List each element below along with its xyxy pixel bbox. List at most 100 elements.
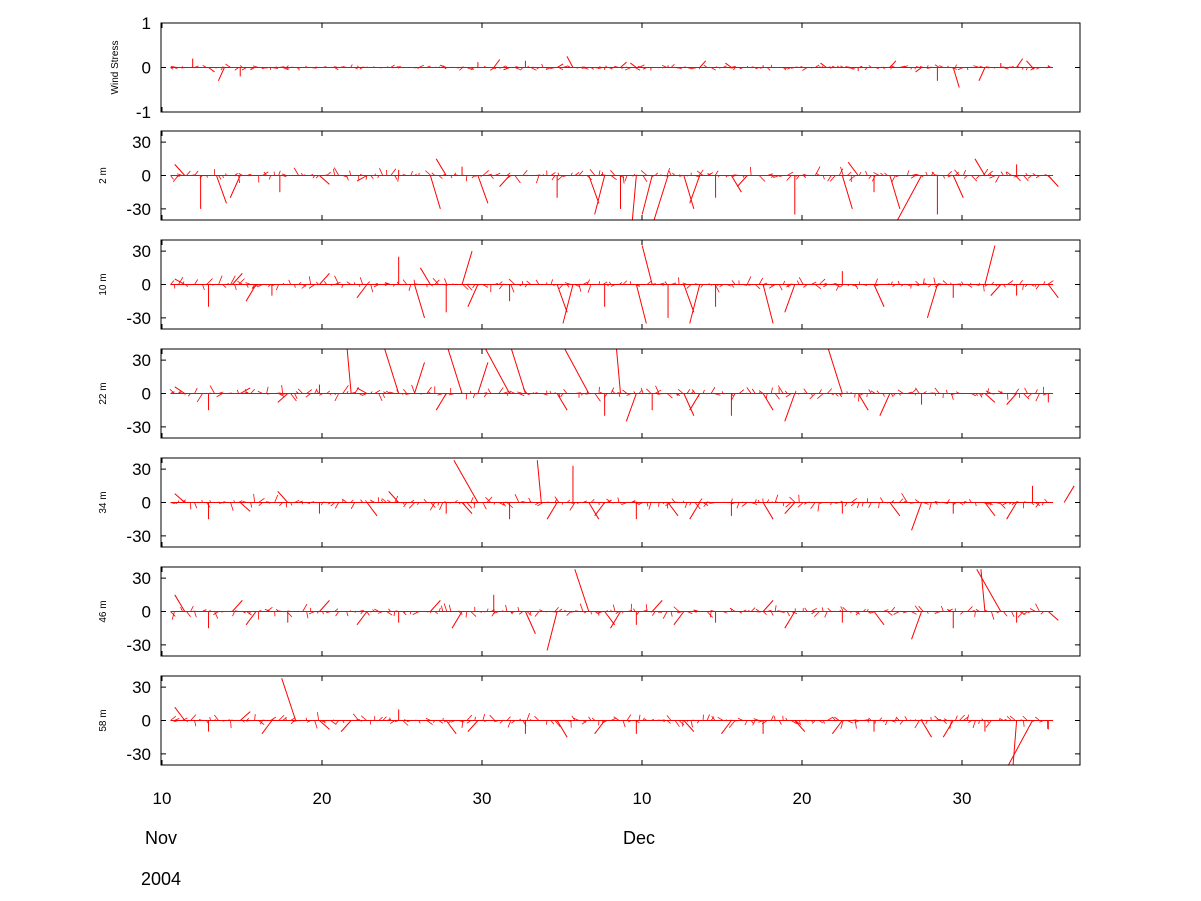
data-stick [620,61,627,68]
vector-stick [840,720,844,729]
vector-stick [194,387,198,394]
vector-stick [851,498,858,503]
vector-stick [253,493,255,503]
y-tick-label: -30 [126,527,151,546]
data-stick [451,611,463,629]
vector-stick [186,170,191,176]
vector-stick [535,279,540,285]
data-stick [610,611,621,629]
vector-stick [275,284,279,291]
vector-stick [558,393,561,398]
vector-stick [665,502,672,507]
data-stick [673,611,685,626]
vector-stick [786,171,794,176]
data-stick [1047,611,1059,621]
vector-stick [1027,393,1032,398]
data-stick [562,284,574,324]
vector-stick [263,171,267,176]
data-stick [277,491,289,503]
data-stick [635,284,647,324]
data-stick [594,502,606,517]
vector-stick [502,502,506,507]
vector-stick [662,611,668,619]
data-stick [414,284,425,319]
data-stick [683,393,695,416]
data-stick [847,161,859,176]
data-stick [699,60,707,68]
vector-stick [728,720,736,728]
vector-stick [746,387,752,394]
vector-stick [670,611,673,617]
vector-stick [873,172,880,176]
data-stick [245,611,257,626]
vector-stick [785,502,792,508]
vector-stick [473,502,476,509]
vector-stick [1035,502,1040,506]
vector-stick [954,169,960,176]
vector-stick [566,611,572,616]
vector-stick [294,284,296,288]
data-stick [174,386,186,394]
data-stick [477,362,489,394]
vector-stick [610,170,616,176]
vector-stick [1035,502,1040,508]
vector-stick [674,720,680,727]
vector-stick [754,284,761,290]
vector-stick [630,603,633,612]
vector-stick [579,603,584,612]
vector-stick [770,715,774,721]
data-stick [631,175,637,220]
vector-stick [259,720,263,725]
vector-stick [730,393,736,401]
data-stick [174,706,186,721]
vector-stick [678,720,685,726]
vector-stick [335,611,340,617]
vector-stick [622,720,626,728]
vector-stick [444,278,448,285]
vector-stick [170,175,174,180]
vector-stick [507,720,512,728]
vector-stick [790,720,797,725]
vector-stick [510,284,515,293]
vector-stick [232,611,235,617]
y-tick-label: 30 [132,242,151,261]
vector-stick [976,175,980,179]
data-stick [229,175,241,198]
data-stick [911,502,923,531]
vector-stick [470,611,477,617]
vector-stick [826,388,833,394]
vector-stick [590,498,595,503]
data-stick [208,67,215,73]
vector-stick [822,720,825,724]
data-stick [366,502,378,517]
data-stick [564,349,590,394]
vector-stick [230,502,234,511]
x-tick-label: 30 [473,789,492,808]
vector-stick [487,388,492,394]
vector-stick [237,280,243,285]
vector-stick [194,279,199,285]
stick-series [170,56,1051,88]
data-stick [239,387,251,394]
vector-stick [278,715,285,721]
vector-stick [466,714,473,721]
vector-stick [426,386,432,394]
vector-stick [638,714,641,721]
vector-stick [359,277,364,285]
vector-stick [978,720,980,725]
data-stick [978,67,986,82]
vector-stick [794,720,802,726]
vector-stick [744,720,748,726]
vector-stick [814,284,822,290]
vector-stick [378,393,383,402]
data-stick [784,393,796,422]
data-stick [762,502,774,520]
vector-stick [465,175,468,182]
vector-stick [782,280,786,285]
vector-stick [537,502,544,507]
vector-stick [717,716,724,721]
vector-stick [858,171,862,176]
vector-stick [196,393,203,403]
data-stick [730,175,742,193]
data-stick [976,568,1002,612]
